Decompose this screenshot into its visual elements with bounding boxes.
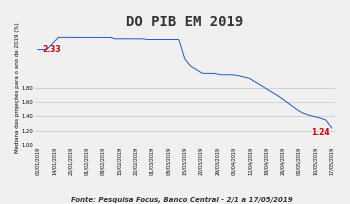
Text: 1.24: 1.24 [312, 128, 330, 137]
Text: Fonte: Pesquisa Focus, Banco Central - 2/1 a 17/05/2019: Fonte: Pesquisa Focus, Banco Central - 2… [71, 197, 293, 203]
Text: 2.33: 2.33 [43, 45, 61, 54]
Title: DO PIB EM 2019: DO PIB EM 2019 [126, 15, 243, 29]
Y-axis label: Mediana das projeções para o ano de 2019 (%): Mediana das projeções para o ano de 2019… [15, 22, 20, 153]
